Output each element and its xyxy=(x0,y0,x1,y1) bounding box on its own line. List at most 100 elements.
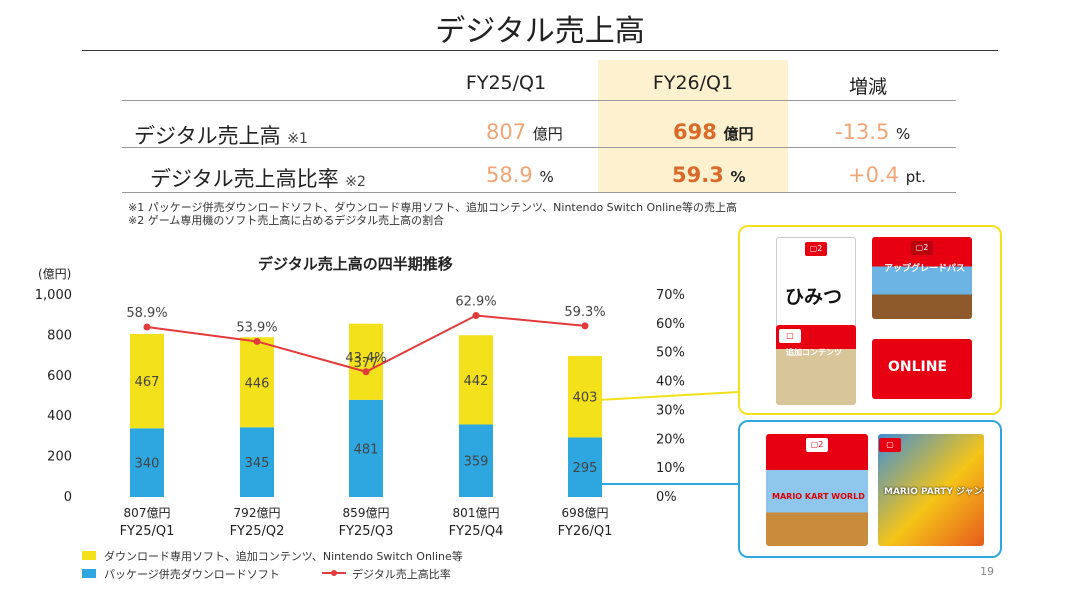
page-title: デジタル売上高 xyxy=(435,14,645,49)
y2-tick-label: 40% xyxy=(656,375,685,390)
unit: % xyxy=(730,168,746,186)
bar-total-label: 807億円 xyxy=(124,506,171,520)
bar-value-label-download-only: 442 xyxy=(464,374,489,389)
bar-bundled xyxy=(130,428,164,497)
unit: 億円 xyxy=(723,125,754,143)
ratio-label: 43.4% xyxy=(345,351,386,366)
legend-swatch-blue xyxy=(82,569,96,578)
cell-change-ratio: +0.4 pt. xyxy=(848,163,926,187)
table-rule xyxy=(122,147,956,148)
chart-title: デジタル売上高の四半期推移 xyxy=(258,255,453,273)
bar-download-only xyxy=(240,337,274,428)
y-tick-label: 600 xyxy=(47,369,72,384)
footnote-1: ※1 パッケージ併売ダウンロードソフト、ダウンロード専用ソフト、追加コンテンツ、… xyxy=(128,201,738,214)
ratio-label: 59.3% xyxy=(564,305,605,320)
switch2-logo-icon: ▢2 xyxy=(911,241,933,255)
cell-prev-sales: 807 億円 xyxy=(486,120,563,144)
x-tick-label: FY25/Q4 xyxy=(449,524,504,539)
bar-bundled xyxy=(240,427,274,497)
cell-curr-ratio: 59.3 % xyxy=(672,163,746,187)
bar-value-label-download-only: 446 xyxy=(245,376,270,391)
bar-value-label-bundled: 295 xyxy=(573,461,598,476)
product-name: ONLINE xyxy=(888,359,948,375)
row-note: ※2 xyxy=(345,174,366,190)
y2-tick-label: 0% xyxy=(656,490,677,505)
bar-value-label-bundled: 481 xyxy=(354,442,379,457)
title-divider xyxy=(82,50,998,51)
legend-label: デジタル売上高比率 xyxy=(352,568,451,581)
x-tick-label: FY26/Q1 xyxy=(558,524,613,539)
col-header-curr: FY26/Q1 xyxy=(652,72,734,94)
footnote-2: ※2 ゲーム専用機のソフト売上高に占めるデジタル売上高の割合 xyxy=(128,214,445,227)
x-tick-label: FY25/Q1 xyxy=(120,524,175,539)
y2-tick-label: 20% xyxy=(656,432,685,447)
bar-download-only xyxy=(568,356,602,438)
digital-sales-chart: 0 200 400 600 800 1,000 0% 10% 20% 30% 40% 50% 60% 70… xyxy=(35,288,685,539)
product-card-mario-party: ▢ MARIO PARTY ジャンボリー xyxy=(878,434,984,546)
bar-bundled xyxy=(349,399,383,497)
legend-swatch-yellow xyxy=(82,551,96,560)
y2-tick-label: 10% xyxy=(656,461,685,476)
ratio-point xyxy=(143,323,151,331)
value: 698 xyxy=(673,120,717,144)
bar-download-only xyxy=(349,323,383,400)
legend-item-ratio: デジタル売上高比率 xyxy=(322,566,451,582)
product-name: MARIO PARTY ジャンボリー xyxy=(884,487,984,497)
bar-bundled xyxy=(568,437,602,497)
product-name: 追加コンテンツ xyxy=(786,348,842,357)
legend-item-bundled: パッケージ併売ダウンロードソフト xyxy=(82,566,280,582)
y-tick-label: 400 xyxy=(47,409,72,424)
y2-tick-label: 70% xyxy=(656,288,685,303)
cell-change-sales: -13.5 % xyxy=(835,120,910,144)
value: +0.4 xyxy=(848,163,899,187)
table-rule xyxy=(122,100,956,101)
switch2-logo-icon: ▢2 xyxy=(805,242,827,256)
switch-logo-icon: ▢ xyxy=(879,438,901,452)
switch-logo-icon: ▢ xyxy=(779,329,801,343)
bar-value-label-bundled: 345 xyxy=(245,456,270,471)
ratio-point xyxy=(472,311,480,319)
product-card-upgrade-pass: ▢2 アップグレードパス xyxy=(872,237,972,319)
ratio-point xyxy=(581,322,589,330)
product-card-online: ONLINE xyxy=(872,339,972,399)
bar-download-only xyxy=(130,333,164,429)
row-label-text: デジタル売上高比率 xyxy=(150,167,339,191)
cell-curr-sales: 698 億円 xyxy=(673,120,754,144)
col-header-prev: FY25/Q1 xyxy=(465,72,547,94)
bar-value-label-bundled: 340 xyxy=(135,457,160,472)
y2-tick-label: 60% xyxy=(656,317,685,332)
legend-line-marker xyxy=(322,570,346,576)
ratio-point xyxy=(253,337,261,345)
product-card-himitsu: ▢2 ひみつ xyxy=(776,237,856,333)
cell-prev-ratio: 58.9 % xyxy=(486,163,554,187)
bar-total-label: 792億円 xyxy=(234,506,281,520)
row-label-text: デジタル売上高 xyxy=(134,124,281,148)
product-card-addon: ▢ 追加コンテンツ xyxy=(776,325,856,405)
product-name: アップグレードパス xyxy=(884,264,966,274)
product-name: ひみつ xyxy=(785,286,843,308)
y-tick-label: 1,000 xyxy=(35,288,72,303)
bar-total-label: 801億円 xyxy=(453,506,500,520)
bar-total-label: 859億円 xyxy=(343,506,390,520)
x-tick-label: FY25/Q3 xyxy=(339,524,394,539)
bar-bundled xyxy=(459,424,493,497)
legend-label: パッケージ併売ダウンロードソフト xyxy=(104,568,280,581)
bar-download-only xyxy=(459,335,493,425)
ratio-label: 53.9% xyxy=(236,320,277,335)
value: 58.9 xyxy=(486,163,533,187)
value: -13.5 xyxy=(835,120,890,144)
bundled-products-box: ▢2 MARIO KART WORLD ▢ MARIO PARTY ジャンボリー xyxy=(738,420,1002,558)
value: 59.3 xyxy=(672,163,724,187)
ratio-label: 62.9% xyxy=(455,294,496,309)
product-name: MARIO KART WORLD xyxy=(772,492,865,501)
bar-value-label-download-only: 377 xyxy=(354,356,379,371)
unit: 億円 xyxy=(532,125,563,143)
value: 807 xyxy=(486,120,527,144)
col-header-change: 増減 xyxy=(848,76,887,98)
unit: % xyxy=(539,168,554,186)
legend-item-download-only: ダウンロード専用ソフト、追加コンテンツ、Nintendo Switch Onli… xyxy=(82,548,463,564)
ratio-point xyxy=(362,368,370,376)
download-products-box: ▢2 ひみつ ▢2 アップグレードパス ▢ 追加コンテンツ ONLINE xyxy=(738,225,1002,415)
product-card-mario-kart: ▢2 MARIO KART WORLD xyxy=(766,434,868,546)
switch2-logo-icon: ▢2 xyxy=(806,438,828,452)
